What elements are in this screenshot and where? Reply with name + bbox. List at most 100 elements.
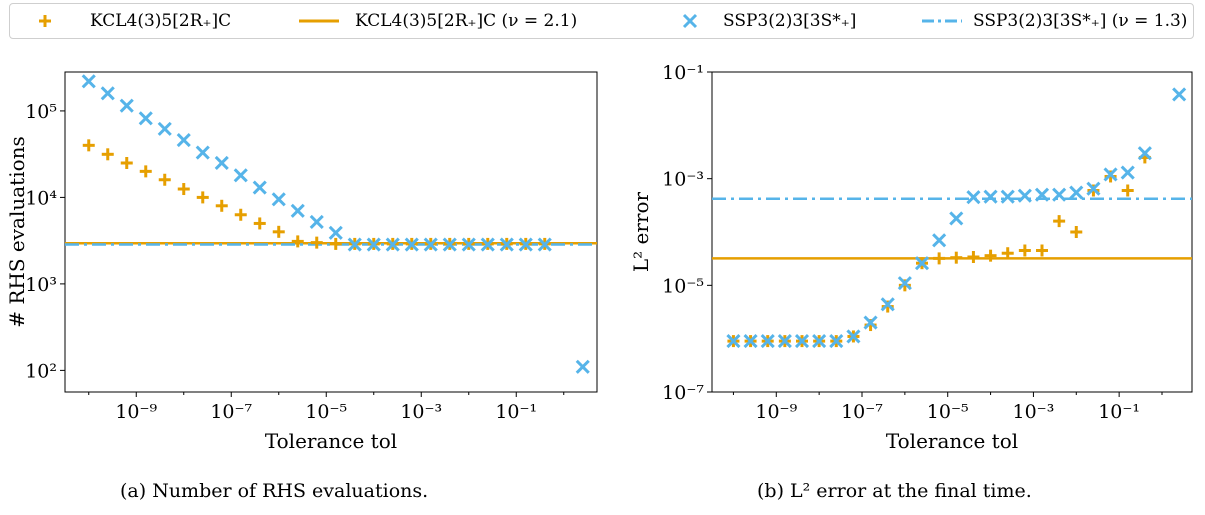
kcl-point <box>196 191 209 204</box>
ssp-point <box>195 145 210 160</box>
cross-marker-b <box>726 334 741 349</box>
y-axis-label: # RHS evaluations <box>5 136 29 328</box>
cross-marker-b <box>214 155 229 171</box>
y-tick-label: 10⁻¹ <box>662 62 704 84</box>
cross-marker-b <box>1086 181 1101 196</box>
ssp-point <box>366 237 381 252</box>
cross-marker-b <box>100 86 115 101</box>
ssp-point <box>1017 188 1032 203</box>
kcl-point <box>984 249 997 262</box>
ssp-point <box>480 237 495 252</box>
legend: KCL4(3)5[2R₊]C KCL4(3)5[2R₊]C (ν = 2.1) … <box>9 3 1194 39</box>
ssp-point <box>932 233 947 248</box>
cross-marker-b <box>461 237 476 252</box>
x-tick-label: 10⁻⁹ <box>755 401 797 423</box>
legend-dashdot-line <box>922 19 962 23</box>
y-tick-label: 10⁴ <box>25 187 57 209</box>
cross-marker-b <box>81 74 96 89</box>
kcl-point <box>139 165 152 178</box>
ssp-point <box>518 237 533 252</box>
cross-marker-b <box>309 214 324 230</box>
ssp-point <box>233 168 248 183</box>
ssp-point <box>81 74 96 89</box>
cross-marker-b <box>829 334 844 349</box>
kcl-point <box>1018 244 1031 257</box>
kcl-point <box>158 173 171 186</box>
ssp-point <box>743 334 758 349</box>
cross-marker-b <box>499 237 514 252</box>
ssp-point <box>309 214 324 230</box>
kcl-point <box>310 236 323 249</box>
ssp-point <box>347 237 362 252</box>
kcl-point <box>1053 215 1066 228</box>
kcl-point <box>967 250 980 263</box>
kcl-point <box>329 237 342 250</box>
caption-b: (b) L² error at the final time. <box>757 480 1032 502</box>
ssp-point <box>794 334 810 349</box>
kcl-point <box>120 156 133 169</box>
ssp-point <box>949 211 964 226</box>
cross-marker-b <box>157 121 172 136</box>
caption-a: (a) Number of RHS evaluations. <box>120 480 429 502</box>
x-axis-label: Tolerance tol <box>886 429 1018 453</box>
ssp-point <box>863 315 878 330</box>
ssp-point <box>1069 185 1084 200</box>
y-tick-label: 10⁻⁷ <box>662 382 704 404</box>
cross-marker-b <box>914 256 930 271</box>
cross-marker-b <box>119 98 134 113</box>
kcl-point <box>1070 226 1083 238</box>
kcl-point <box>177 183 190 196</box>
cross-marker-b <box>518 237 533 252</box>
kcl-point <box>950 251 963 264</box>
ssp-point <box>1052 187 1067 202</box>
ssp-point <box>575 359 590 374</box>
cross-marker-b <box>983 189 998 204</box>
cross-marker-b <box>760 334 775 349</box>
cross-marker-b <box>537 237 552 252</box>
cross-marker-b <box>404 237 419 252</box>
ssp-point <box>138 111 153 126</box>
cross-marker-b <box>1052 187 1067 202</box>
ssp-point <box>760 334 775 349</box>
cross-marker-b <box>195 145 210 160</box>
ssp-point <box>100 86 115 101</box>
ssp-point <box>423 237 438 252</box>
x-tick-label: 10⁻⁷ <box>210 401 252 423</box>
kcl-point <box>1121 184 1134 197</box>
legend-solid-line <box>299 19 339 23</box>
ssp-point <box>271 192 286 207</box>
ssp-point <box>812 334 827 349</box>
ssp-point <box>404 237 419 252</box>
legend-label: SSP3(2)3[3S*₊] (ν = 1.3) <box>973 11 1188 31</box>
cross-marker-b <box>812 334 827 349</box>
ssp-point <box>726 334 741 349</box>
cross-marker-b <box>138 111 153 126</box>
cross-marker-b <box>252 180 267 195</box>
cross-marker-b <box>794 334 810 349</box>
cross-marker-b <box>366 237 381 252</box>
ssp-point <box>537 237 552 252</box>
x-tick-label: 10⁻⁷ <box>841 401 883 423</box>
y-tick-label: 10³ <box>25 274 57 296</box>
kcl-point <box>82 139 95 152</box>
cross-marker-b <box>347 237 362 252</box>
kcl-point <box>215 199 228 212</box>
cross-marker-b <box>949 211 964 226</box>
kcl-point <box>234 208 247 221</box>
cross-marker-b <box>385 237 400 252</box>
x-tick-label: 10⁻¹ <box>1098 401 1140 423</box>
legend-label: KCL4(3)5[2R₊]C <box>90 11 232 31</box>
ssp-point <box>461 237 476 252</box>
cross-marker-b <box>846 329 861 344</box>
ssp-point <box>1120 165 1135 180</box>
cross-marker-b <box>1017 188 1032 203</box>
legend-label: KCL4(3)5[2R₊]C (ν = 2.1) <box>355 11 578 31</box>
kcl-point <box>101 148 114 161</box>
x-tick-label: 10⁻³ <box>400 401 442 423</box>
cross-marker-b <box>271 192 286 207</box>
kcl-point <box>1036 244 1048 257</box>
cross-marker-b <box>423 237 438 252</box>
cross-marker-b <box>176 133 191 148</box>
x-tick-label: 10⁻⁵ <box>927 401 969 423</box>
